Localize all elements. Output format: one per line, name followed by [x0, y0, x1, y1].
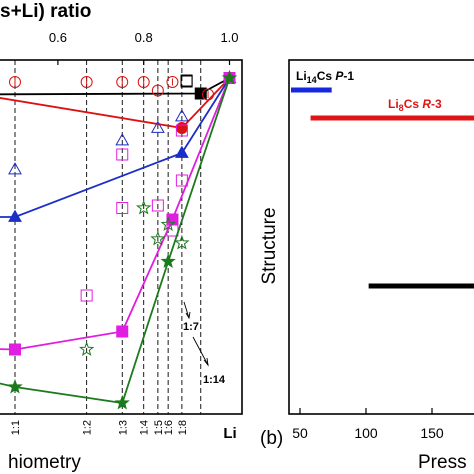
x-tick-label: 50	[292, 425, 308, 441]
panel-a-bottom-axis-title: hiometry	[8, 452, 81, 473]
panel-a-annotation-1-14: 1:14	[203, 374, 226, 386]
bottom-tick-label: 1:5	[153, 420, 165, 435]
open-data-point	[180, 74, 193, 87]
open-data-point	[160, 216, 176, 231]
bottom-tick-label: 1:1	[10, 420, 22, 435]
panel-a-top-axis-title: s+Li) ratio	[0, 1, 91, 22]
open-data-point	[9, 76, 21, 88]
open-data-point	[116, 148, 129, 161]
panel-b-x-tick-labels: 501001502	[292, 408, 444, 441]
panel-b-plot-frame	[288, 59, 474, 415]
data-point	[166, 213, 179, 226]
top-tick-label: 0.8	[135, 30, 153, 45]
data-point	[174, 145, 189, 158]
panel-b-bars: Li14Cs P-1 Li8Cs R-3	[291, 69, 474, 289]
top-tick-label: 1.0	[220, 30, 238, 45]
open-data-point	[116, 76, 129, 88]
open-data-point	[150, 230, 166, 246]
open-data-point	[150, 120, 165, 133]
panel-a-annotation-1-7: 1:7	[183, 321, 199, 333]
top-tick-label: 0.6	[49, 30, 67, 45]
panel-b-ylabel: Structure	[259, 207, 280, 284]
open-data-point	[8, 162, 22, 175]
data-point	[114, 394, 130, 410]
series-line	[0, 77, 231, 351]
bottom-tick-label: 1:3	[117, 420, 129, 435]
panel-a-annotation-arrows	[183, 301, 209, 367]
data-point	[194, 87, 207, 100]
series-star	[0, 69, 238, 410]
bottom-tick-label: 1:4	[139, 420, 151, 435]
panel-b-label: (b)	[260, 428, 283, 449]
data-point	[8, 209, 22, 222]
data-point	[175, 122, 188, 134]
open-data-point	[137, 76, 150, 88]
open-data-point	[180, 75, 193, 88]
series-line	[0, 77, 231, 405]
open-data-point	[151, 199, 164, 212]
data-point	[7, 378, 23, 394]
panel-a-dashed-lines	[14, 60, 202, 414]
open-data-point	[80, 76, 93, 88]
open-data-point	[174, 234, 190, 250]
open-data-point	[116, 202, 129, 214]
open-data-point	[135, 199, 152, 215]
open-data-point	[175, 124, 188, 137]
x-tick-label: 150	[420, 425, 444, 441]
bottom-tick-label: 1:6	[163, 420, 175, 435]
open-data-point	[151, 84, 164, 97]
data-point	[116, 325, 129, 338]
panel-a-series	[0, 69, 238, 410]
open-data-point	[79, 341, 95, 356]
panel-b-xlabel: Press	[418, 452, 467, 473]
series-square	[0, 72, 236, 356]
panel-b: (b) Structure Li14Cs P-1 Li8Cs R-3 50 100 1…	[259, 59, 474, 473]
open-data-point	[115, 133, 130, 146]
open-data-point	[166, 76, 179, 88]
series-line	[0, 77, 231, 129]
data-point	[160, 253, 176, 268]
panel-a: s+Li) ratio 0.6 0.8 1.0 1:1 1:2 1:3 1:4 1:51:6…	[0, 1, 243, 473]
structure-label: Li8Cs R-3	[388, 97, 442, 113]
data-point	[9, 343, 21, 356]
series-triangle	[0, 70, 237, 222]
open-data-point	[174, 109, 189, 122]
open-data-point	[80, 289, 93, 302]
series-square	[0, 72, 236, 100]
bottom-tick-label: 1:2	[82, 420, 94, 435]
series-line	[0, 77, 231, 218]
panel-a-bottom-tick-labels: 1:1 1:2 1:3 1:4 1:51:6 1:8 Li	[10, 420, 237, 442]
x-tick-label: 100	[354, 425, 378, 441]
bottom-tick-label: 1:8	[177, 420, 189, 435]
structure-label: Li14Cs P-1	[296, 69, 354, 85]
panel-a-plot-frame	[0, 59, 243, 415]
data-point	[221, 69, 238, 85]
bottom-tick-label-li: Li	[223, 425, 236, 442]
